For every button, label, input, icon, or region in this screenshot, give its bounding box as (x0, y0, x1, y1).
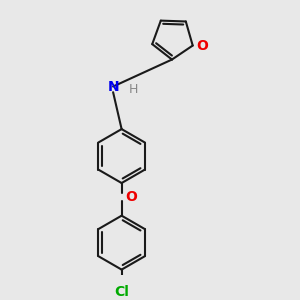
Text: O: O (196, 38, 208, 52)
Text: O: O (125, 190, 137, 204)
Text: N: N (107, 80, 119, 94)
Text: H: H (129, 83, 138, 96)
Text: Cl: Cl (114, 285, 129, 298)
